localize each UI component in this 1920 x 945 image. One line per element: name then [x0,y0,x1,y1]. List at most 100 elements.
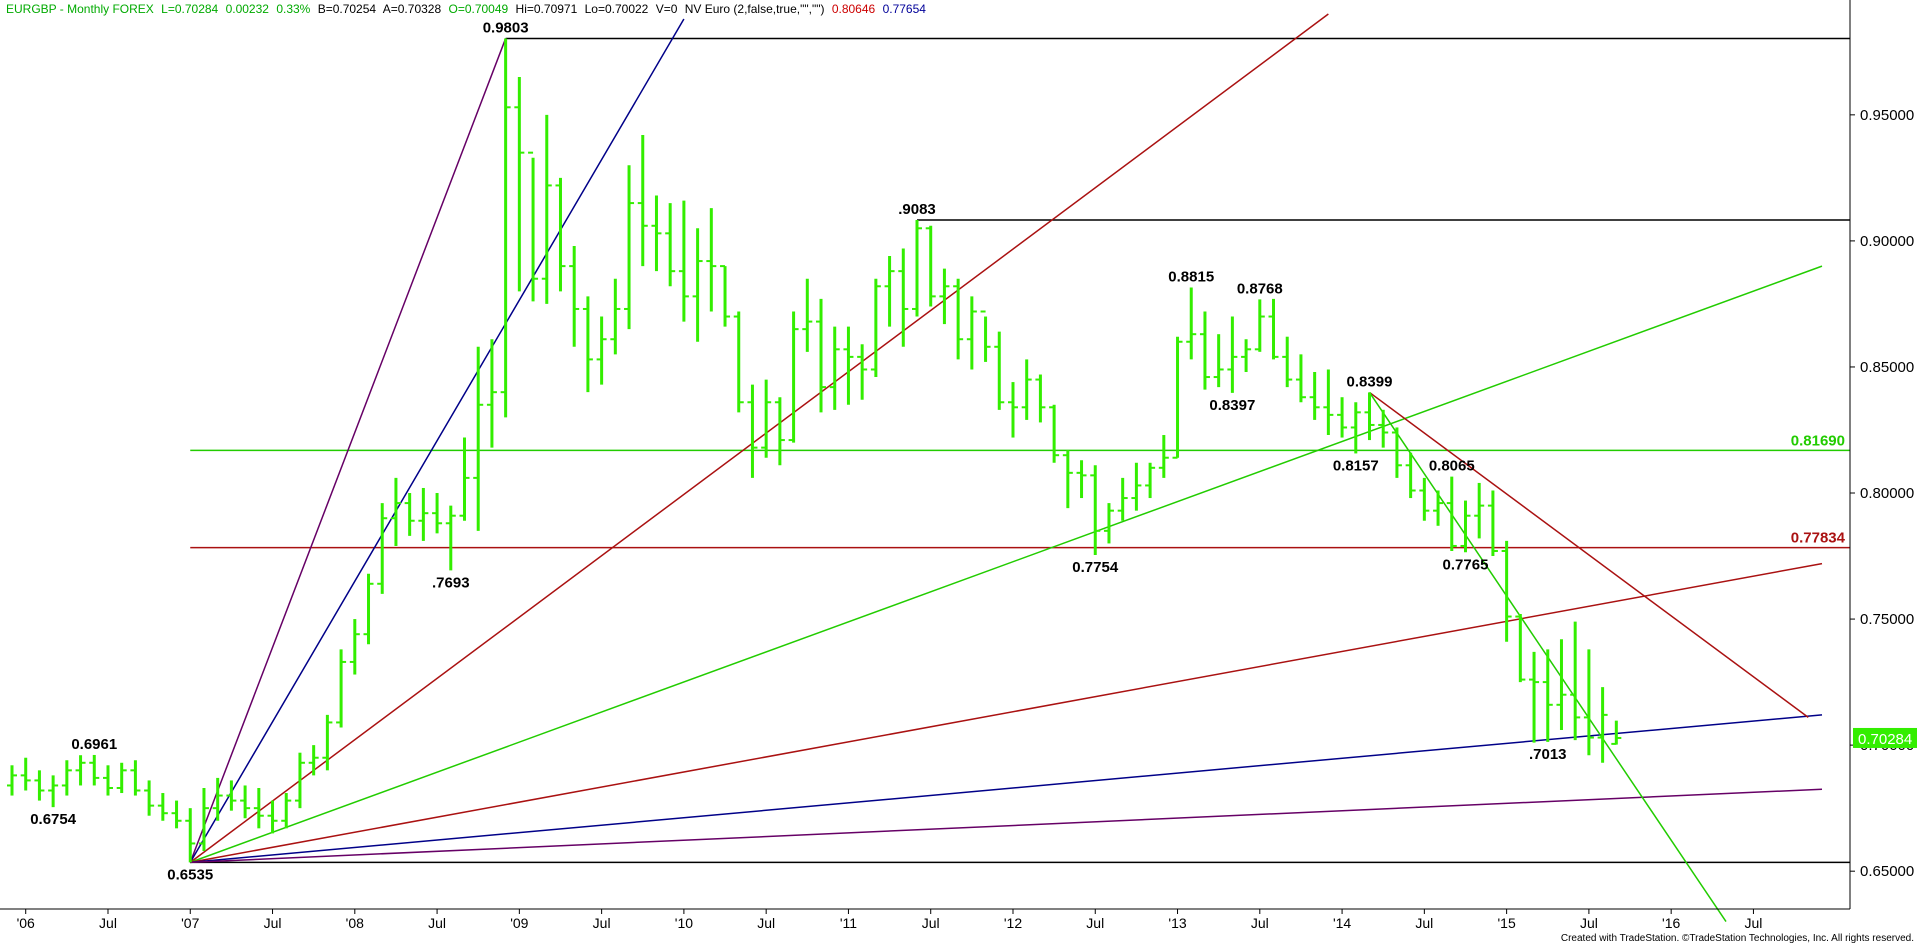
swing-label: 0.8397 [1209,397,1255,414]
x-tick-label: '16 [1662,915,1680,931]
ohlc-bar [404,493,415,536]
x-tick-label: '07 [181,915,199,931]
ohlc-bar [966,296,977,370]
x-tick-label: Jul [1744,915,1762,931]
ohlc-bar [857,344,868,400]
ohlc-bar [445,505,456,571]
ohlc-bar [912,219,922,317]
ohlc-bar [843,326,854,405]
ohlc-bar [7,765,17,796]
ohlc-bar [75,755,86,786]
x-tick-label: Jul [264,915,282,931]
ohlc-bar [1145,462,1156,499]
last-price-tag-bg [1853,727,1917,748]
ohlc-bar [610,278,621,355]
ohlc-bar [1268,298,1279,360]
x-tick-label: Jul [428,915,446,931]
ohlc-bar [1007,382,1018,438]
ohlc-bar [980,310,991,362]
swing-label: 0.8157 [1333,457,1379,474]
x-tick-label: '11 [840,915,857,931]
ohlc-bar [1213,334,1224,388]
indicator-label: NV Euro (2,false,true,"","") [684,2,825,16]
ohlc-bar [390,477,401,546]
ohlc-bar [1090,465,1101,556]
ohlc-bar [473,346,484,531]
ohlc-bar [308,745,319,776]
swing-label: 0.8399 [1347,373,1393,390]
y-tick-label: 0.80000 [1860,485,1914,502]
ohlc-bar [994,331,1005,410]
ohlc-bar [1254,299,1265,352]
ohlc-bar [1158,435,1169,478]
ohlc-bar [1501,540,1512,642]
ohlc-bar [1117,477,1128,521]
ohlc-bar [253,787,264,829]
ohlc-bar [1199,311,1210,390]
ohlc-bar [61,760,72,796]
ohlc-bar [486,339,497,448]
ohlc-bar [267,800,278,834]
x-tick-label: Jul [99,915,117,931]
ohlc-bar [1035,374,1046,423]
swing-label: 0.6754 [30,811,77,828]
ohlc-bar [870,278,881,378]
ohlc-bar [1391,427,1402,478]
ohlc-bar [1186,287,1197,360]
y-tick-label: 0.85000 [1860,359,1914,376]
ohlc-bar [48,775,59,808]
ohlc-bar [1021,359,1032,420]
x-tick-label: Jul [1086,915,1104,931]
y-tick-label: 0.65000 [1860,863,1914,880]
swing-label: 0.8768 [1237,280,1283,297]
ohlc-bar [1583,649,1594,756]
ohlc-bar [1570,621,1581,741]
ohlc-bar [1378,409,1389,448]
trend-line [1369,391,1809,718]
swing-label: 0.8815 [1168,269,1214,286]
swing-label: .7013 [1529,746,1567,763]
ohlc-bar [925,225,936,307]
ohlc-bar [1062,450,1073,509]
x-tick-label: '09 [510,915,528,931]
ohlc-bar [1529,651,1540,743]
ohlc-bar [418,487,429,541]
ohlc-bar [774,397,785,466]
ohlc-bar [541,114,552,304]
ohlc-bar [1131,462,1142,511]
symbol-label: EURGBP - Monthly FOREX [6,2,154,16]
level-price-tag: 0.81690 [1791,432,1845,449]
ohlc-bar [1460,500,1471,553]
swing-label: 0.9803 [483,19,529,36]
ohlc-bar [1446,476,1457,551]
ohlc-bar [1323,369,1334,436]
ohlc-bar [1309,372,1320,420]
ohlc-bar [157,793,168,821]
horizontal-levels [190,37,1850,864]
ohlc-bar [761,379,772,458]
ohlc-bar [102,765,113,796]
swing-labels: 0.9803 .9083 0.8815 0.8768 0.8399 0.8065 0.696… [30,19,1566,883]
ohlc-bar [706,208,717,312]
ohlc-bar [665,203,676,287]
ohlc-bar [1172,336,1183,459]
ohlc-bar [1405,452,1416,499]
ohlc-bar [898,248,909,347]
ohlc-bar [953,278,964,360]
ohlc-bar [939,268,950,325]
last-price-readout: L=0.70284 [161,2,219,16]
x-tick-label: Jul [922,915,940,931]
ohlc-bar [637,135,648,267]
x-tick-label: '08 [346,915,364,931]
x-tick-label: Jul [1580,915,1598,931]
ohlc-bar [1337,397,1348,438]
ohlc-bar [1419,477,1430,521]
y-tick-label: 0.95000 [1860,107,1914,124]
level-price-tag: 0.77834 [1791,530,1846,547]
ohlc-bar [89,754,100,786]
trend-line [190,562,1823,864]
trend-line [189,13,1329,863]
x-tick-label: '14 [1333,915,1351,931]
